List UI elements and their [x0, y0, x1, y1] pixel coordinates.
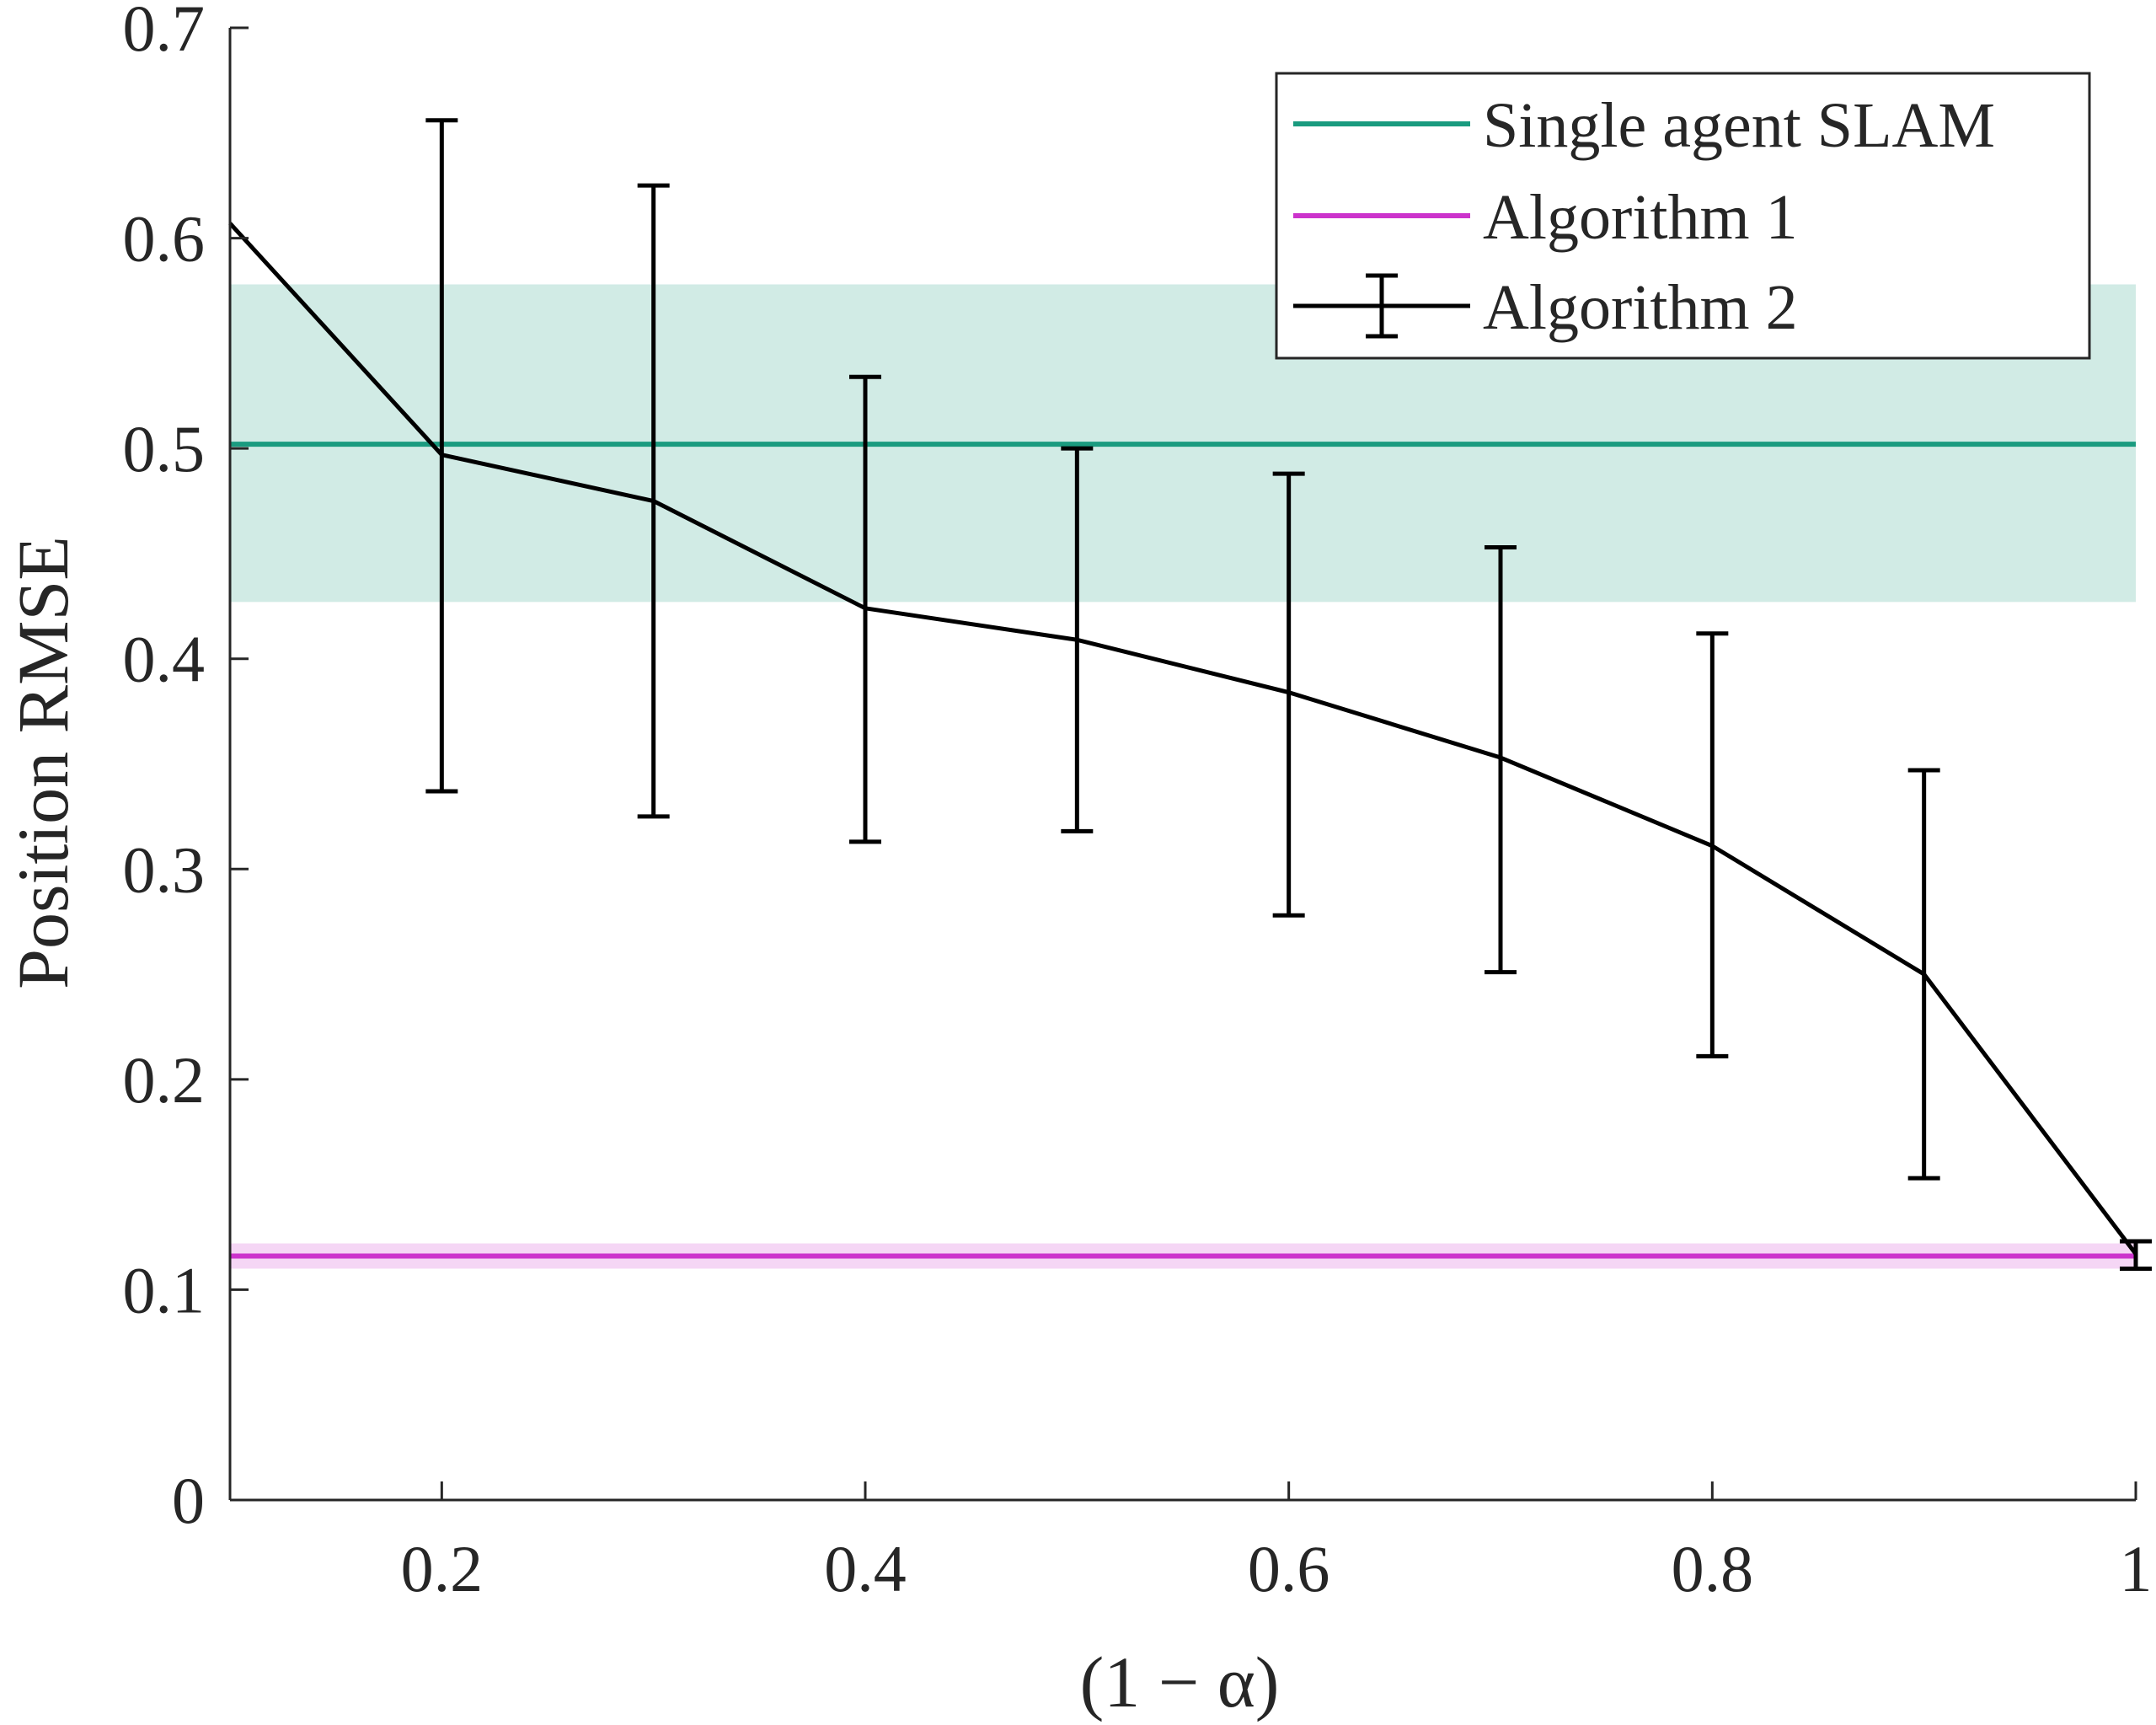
x-tick-label: 0.6	[1248, 1532, 1330, 1605]
legend-swatch-algorithm-2	[1293, 273, 1470, 339]
legend-label-single-agent-slam: Single agent SLAM	[1483, 90, 1995, 161]
y-tick-label: 0.1	[123, 1253, 206, 1326]
reference-lines	[230, 442, 2136, 1259]
legend-label-algorithm-2: Algorithm 2	[1483, 272, 1798, 343]
y-tick-label: 0.7	[123, 0, 206, 65]
algorithm-2-line	[228, 222, 2137, 1256]
y-tick-label: 0.2	[123, 1043, 206, 1117]
y-axis-ticks: 0 0.1 0.2 0.3 0.4 0.5 0.6 0.7	[123, 0, 249, 1537]
y-axis-label: Position RMSE	[3, 536, 83, 989]
y-tick-label: 0.4	[123, 623, 206, 696]
confidence-bands	[230, 284, 2136, 1269]
y-tick-label: 0.5	[123, 412, 206, 485]
legend-label-algorithm-1: Algorithm 1	[1483, 182, 1798, 253]
legend: Single agent SLAM Algorithm 1 Algorithm …	[1275, 72, 2091, 360]
axes	[228, 28, 2136, 1502]
x-axis-label: (1 − α)	[1080, 1642, 1280, 1722]
x-axis-ticks: 0.2 0.4 0.6 0.8 1	[401, 1481, 2153, 1605]
y-tick-label: 0	[172, 1464, 205, 1537]
y-tick-label: 0.3	[123, 833, 206, 906]
y-tick-label: 0.6	[123, 202, 206, 276]
x-tick-label: 0.4	[824, 1532, 907, 1605]
x-tick-label: 1	[2120, 1532, 2153, 1605]
x-tick-label: 0.8	[1672, 1532, 1754, 1605]
x-tick-label: 0.2	[401, 1532, 484, 1605]
